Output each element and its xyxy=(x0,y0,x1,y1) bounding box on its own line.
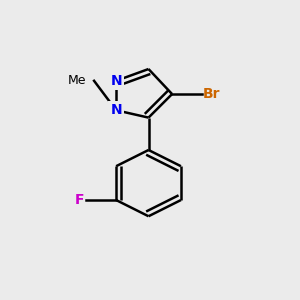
Text: N: N xyxy=(110,103,122,117)
Text: N: N xyxy=(110,74,122,88)
Text: F: F xyxy=(74,193,84,207)
Text: Br: Br xyxy=(203,87,220,101)
Text: Me: Me xyxy=(68,74,87,87)
